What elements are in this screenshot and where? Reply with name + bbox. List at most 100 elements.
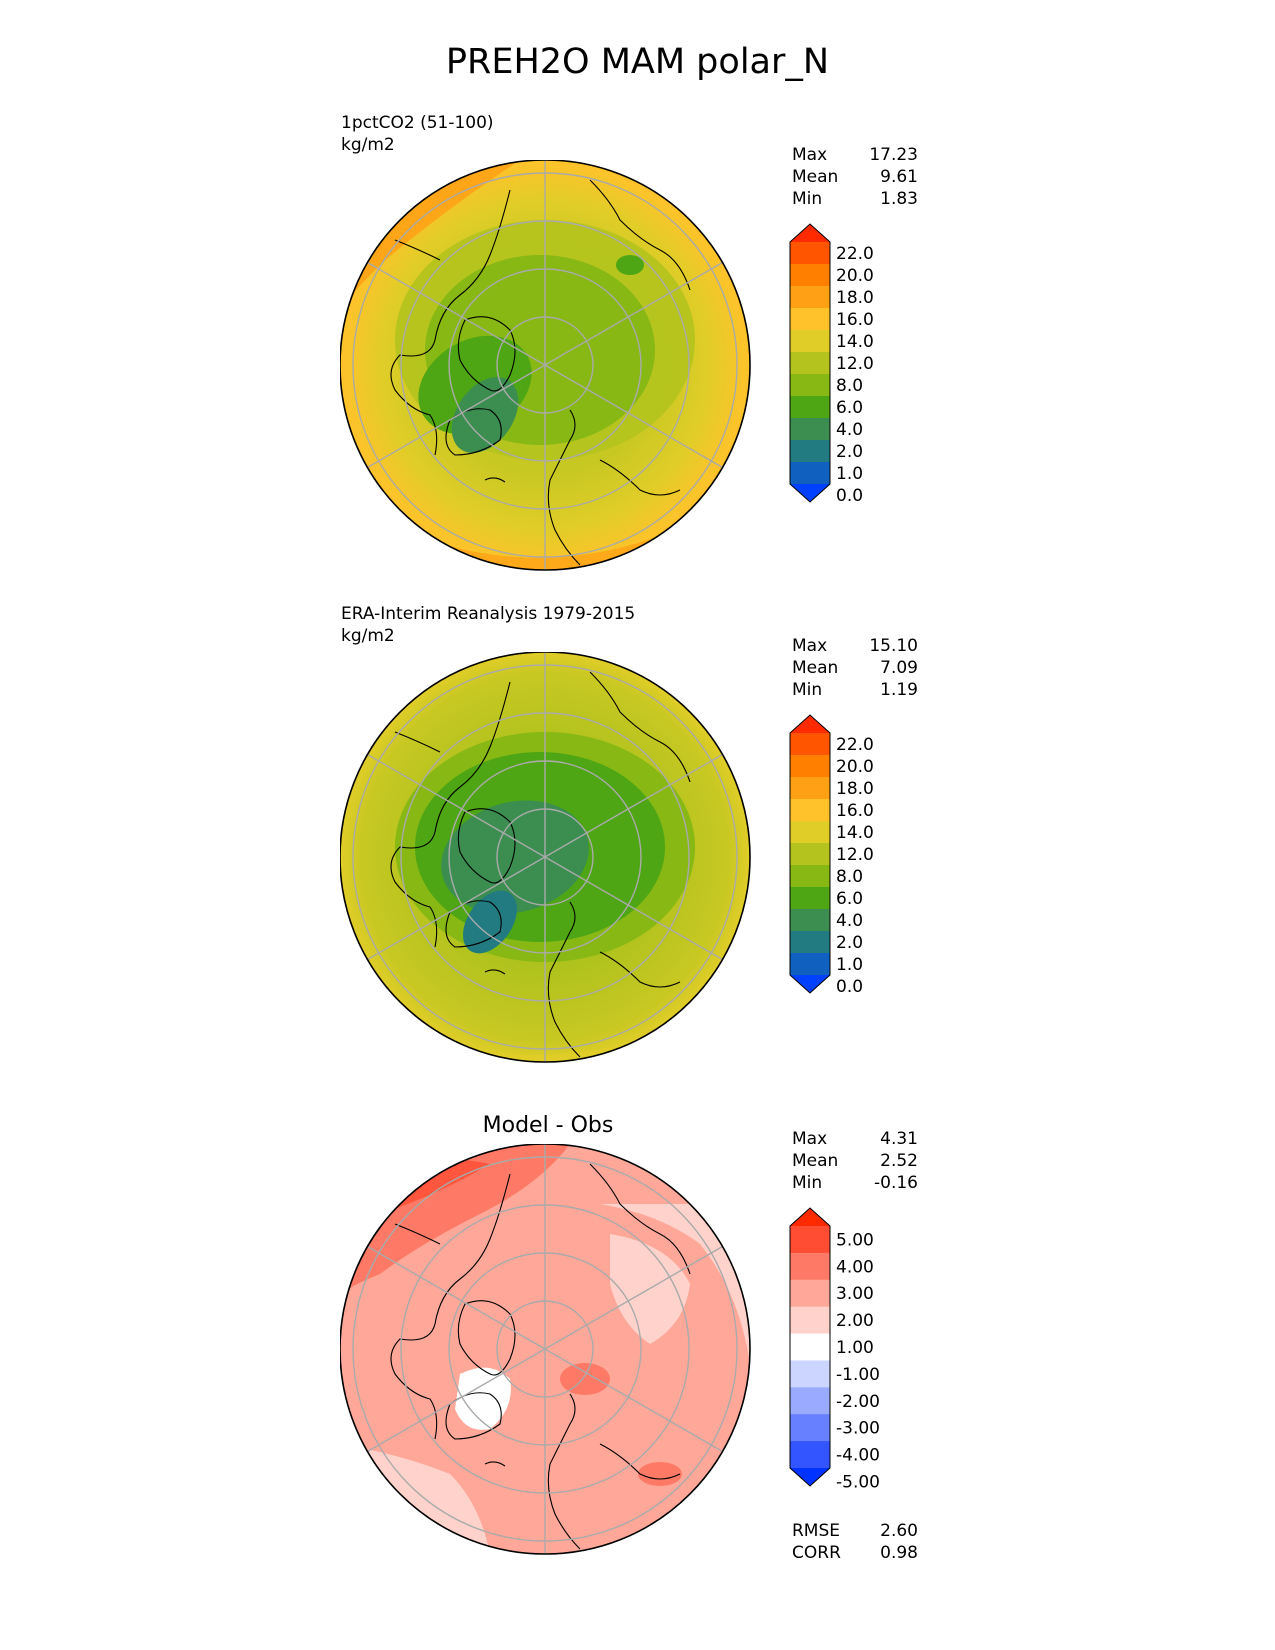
diff-metrics: RMSE 2.60 CORR 0.98 (792, 1520, 918, 1564)
diff-colorbar-cell (790, 1226, 830, 1254)
diff-colorbar-tick-label: 5.00 (836, 1230, 874, 1250)
diff-colorbar-cell (790, 1252, 830, 1281)
model-coastlines (390, 179, 691, 566)
diff-coastlines (390, 1163, 691, 1550)
obs-colorbar-tick-label: 14.0 (836, 823, 874, 843)
model-colorbar-cell (790, 396, 830, 419)
diff-colorbar-tick-label: -3.00 (836, 1419, 880, 1439)
model-colorbar-extend-max (790, 224, 830, 242)
obs-colorbar-tick-label: 8.0 (836, 867, 863, 887)
diff-colorbar-outline (789, 1207, 831, 1487)
obs-colorbar-cell (790, 887, 830, 910)
diff-metric-corr: CORR 0.98 (792, 1543, 918, 1563)
obs-polar-map (340, 652, 751, 1063)
diff-stats: Max 4.31 Mean 2.52 Min -0.16 (792, 1128, 918, 1194)
obs-colorbar-tick-label: 18.0 (836, 779, 874, 799)
diff-colorbar-cell (790, 1414, 830, 1442)
diff-map-boundary (340, 1144, 751, 1555)
diff-graticule (352, 1144, 738, 1554)
model-experiment-label: 1pctCO2 (51-100) (341, 113, 494, 133)
obs-map-boundary (340, 652, 751, 1063)
diff-colorbar-cell (790, 1387, 830, 1415)
obs-colorbar-cell (790, 799, 830, 822)
obs-stat-mean: Mean 7.09 (792, 658, 918, 678)
model-colorbar-cell (790, 286, 830, 309)
model-stat-min: Min 1.83 (792, 189, 918, 209)
model-subtitle: 1pctCO2 (51-100) kg/m2 (341, 112, 494, 156)
model-colorbar-extend-min (790, 484, 830, 502)
model-stat-mean: Mean 9.61 (792, 167, 918, 187)
model-colorbar-tick-label: 6.0 (836, 398, 863, 418)
diff-polar-map (340, 1144, 751, 1555)
diff-stat-max: Max 4.31 (792, 1129, 918, 1149)
obs-colorbar-outline (789, 714, 831, 994)
model-colorbar-tick-label: 4.0 (836, 420, 863, 440)
obs-colorbar-cell (790, 821, 830, 844)
model-colorbar-cell (790, 264, 830, 287)
diff-stat-min: Min -0.16 (792, 1173, 918, 1193)
model-colorbar-tick-label: 2.0 (836, 442, 863, 462)
model-map-boundary (340, 160, 751, 571)
model-colorbar-cell (790, 418, 830, 441)
obs-stat-min: Min 1.19 (792, 680, 918, 700)
diff-colorbar-cell (790, 1333, 830, 1361)
diff-stat-mean: Mean 2.52 (792, 1151, 918, 1171)
model-stats: Max 17.23 Mean 9.61 Min 1.83 (792, 144, 918, 210)
diff-panel-title: Model - Obs (482, 1113, 614, 1138)
model-colorbar: 22.020.018.016.014.012.08.06.04.02.01.00… (789, 223, 874, 506)
model-polar-map (340, 160, 751, 571)
diff-colorbar-extend-max (790, 1208, 830, 1226)
obs-colorbar: 22.020.018.016.014.012.08.06.04.02.01.00… (789, 714, 874, 997)
obs-colorbar-extend-min (790, 975, 830, 993)
obs-subtitle: ERA-Interim Reanalysis 1979-2015 kg/m2 (341, 603, 635, 647)
model-stat-max: Max 17.23 (792, 145, 918, 165)
diff-colorbar-tick-label: 3.00 (836, 1284, 874, 1304)
diff-colorbar-tick-label: -4.00 (836, 1446, 880, 1466)
model-graticule (352, 160, 738, 570)
obs-colorbar-cell (790, 865, 830, 888)
obs-units-label: kg/m2 (341, 626, 395, 646)
obs-colorbar-cell (790, 843, 830, 866)
model-colorbar-outline (789, 223, 831, 503)
model-colorbar-cell (790, 440, 830, 463)
obs-colorbar-cell (790, 755, 830, 778)
model-colorbar-cell (790, 352, 830, 375)
model-colorbar-cell (790, 330, 830, 353)
diff-colorbar-cell (790, 1279, 830, 1308)
obs-colorbar-cell (790, 953, 830, 976)
figure-title: PREH2O MAM polar_N (445, 42, 830, 82)
obs-colorbar-tick-label: 12.0 (836, 845, 874, 865)
diff-colorbar: 5.00 4.00 3.00 2.00 1.00 -1.00 -2.00 -3.00 -4.00… (789, 1207, 880, 1492)
model-colorbar-tick-label: 12.0 (836, 354, 874, 374)
model-colorbar-cell (790, 242, 830, 265)
diff-colorbar-cell (790, 1360, 830, 1388)
obs-colorbar-tick-label: 20.0 (836, 757, 874, 777)
model-colorbar-tick-label: 1.0 (836, 464, 863, 484)
obs-colorbar-cell (790, 777, 830, 800)
diff-colorbar-cell (790, 1306, 830, 1335)
model-colorbar-tick-label: 8.0 (836, 376, 863, 396)
obs-colorbar-tick-label: 6.0 (836, 889, 863, 909)
obs-colorbar-tick-label: 0.0 (836, 977, 863, 997)
diff-metric-rmse: RMSE 2.60 (792, 1521, 918, 1541)
obs-stats: Max 15.10 Mean 7.09 Min 1.19 (792, 635, 918, 701)
obs-colorbar-tick-label: 1.0 (836, 955, 863, 975)
model-colorbar-cell (790, 462, 830, 485)
obs-colorbar-cell (790, 733, 830, 756)
model-units-label: kg/m2 (341, 135, 395, 155)
obs-colorbar-tick-label: 4.0 (836, 911, 863, 931)
model-colorbar-tick-label: 0.0 (836, 486, 863, 506)
obs-colorbar-tick-label: 2.0 (836, 933, 863, 953)
model-colorbar-cell (790, 374, 830, 397)
obs-stat-max: Max 15.10 (792, 636, 918, 656)
obs-colorbar-extend-max (790, 715, 830, 733)
obs-graticule (352, 652, 738, 1062)
diff-colorbar-cell (790, 1441, 830, 1469)
model-colorbar-tick-label: 20.0 (836, 266, 874, 286)
diff-colorbar-tick-label: 1.00 (836, 1338, 874, 1358)
obs-colorbar-tick-label: 16.0 (836, 801, 874, 821)
diff-colorbar-tick-label: -2.00 (836, 1392, 880, 1412)
model-colorbar-tick-label: 16.0 (836, 310, 874, 330)
diff-colorbar-tick-label: -5.00 (836, 1472, 880, 1492)
obs-coastlines (390, 671, 691, 1058)
